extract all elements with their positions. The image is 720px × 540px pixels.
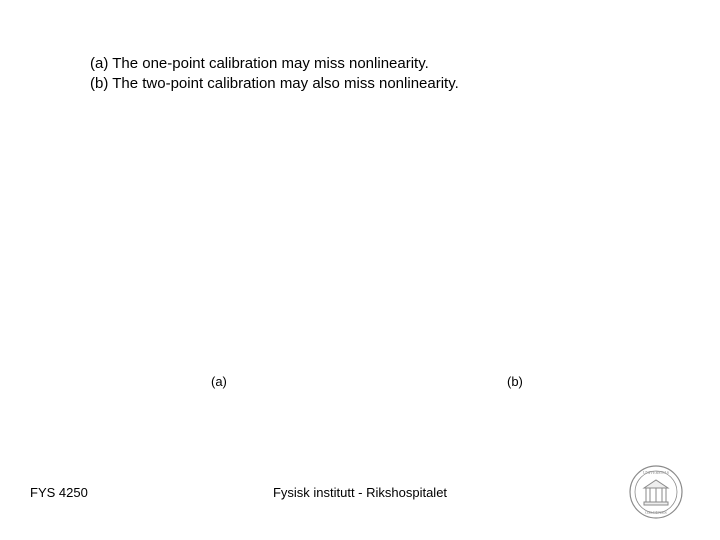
- text-line-b: (b) The two-point calibration may also m…: [90, 74, 459, 94]
- text-line-a: (a) The one-point calibration may miss n…: [90, 54, 459, 74]
- university-seal-icon: UNIVERSITAS OSLOENSIS: [628, 464, 684, 520]
- institution-name: Fysisk institutt - Rikshospitalet: [0, 485, 720, 500]
- svg-text:OSLOENSIS: OSLOENSIS: [645, 510, 667, 515]
- svg-text:UNIVERSITAS: UNIVERSITAS: [643, 470, 669, 475]
- figure-label-b: (b): [507, 374, 523, 389]
- figure-label-a: (a): [211, 374, 227, 389]
- description-text: (a) The one-point calibration may miss n…: [90, 54, 459, 95]
